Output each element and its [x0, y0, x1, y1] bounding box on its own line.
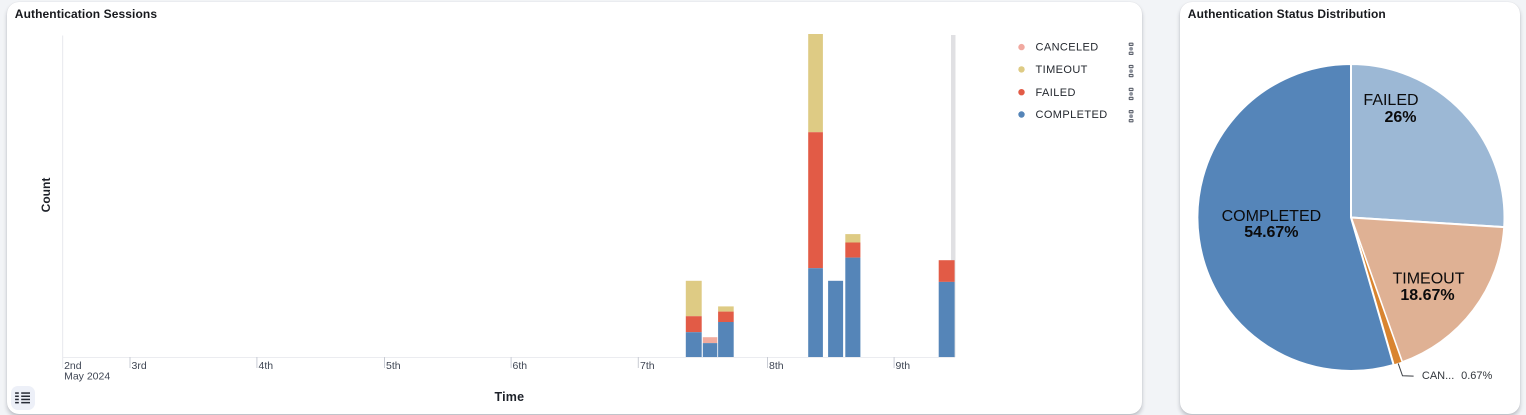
svg-text:TIMEOUT: TIMEOUT: [1393, 271, 1465, 288]
svg-text:2nd: 2nd: [64, 360, 82, 372]
svg-text:5th: 5th: [386, 360, 401, 372]
svg-text:Time: Time: [495, 390, 525, 404]
svg-text:TIMEOUT: TIMEOUT: [1036, 64, 1088, 76]
svg-text:FAILED: FAILED: [1363, 92, 1418, 109]
svg-text:3rd: 3rd: [132, 360, 147, 372]
svg-text:CAN...: CAN...: [1422, 370, 1454, 382]
svg-text:18.67%: 18.67%: [1400, 287, 1454, 304]
svg-text:8th: 8th: [769, 360, 784, 372]
svg-text:54.67%: 54.67%: [1244, 224, 1298, 241]
svg-text:7th: 7th: [640, 360, 655, 372]
svg-text:CANCELED: CANCELED: [1036, 42, 1099, 54]
svg-text:Count: Count: [39, 178, 53, 213]
svg-text:May 2024: May 2024: [64, 371, 110, 383]
svg-text:4th: 4th: [259, 360, 274, 372]
svg-text:0.67%: 0.67%: [1461, 370, 1492, 382]
svg-text:COMPLETED: COMPLETED: [1036, 109, 1108, 121]
svg-text:26%: 26%: [1384, 109, 1416, 126]
svg-text:9th: 9th: [896, 360, 911, 372]
svg-text:FAILED: FAILED: [1036, 87, 1076, 99]
svg-text:COMPLETED: COMPLETED: [1222, 208, 1322, 225]
svg-text:6th: 6th: [513, 360, 528, 372]
